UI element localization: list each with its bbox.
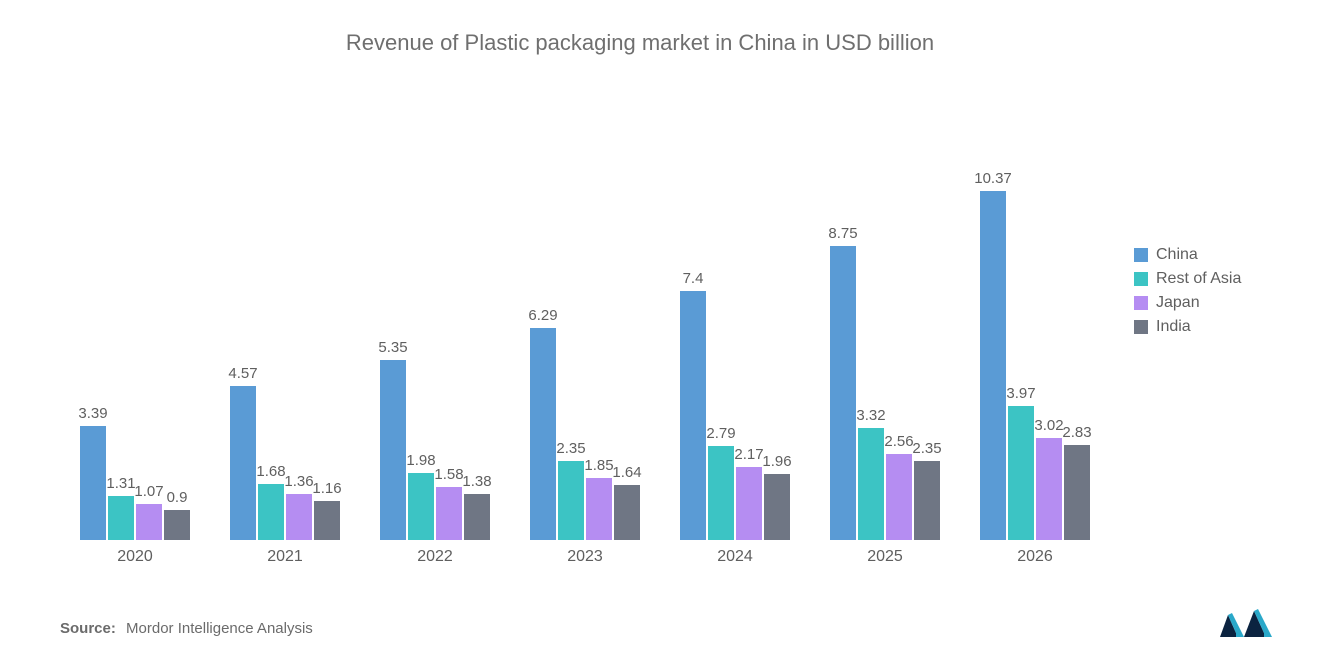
x-axis-category-label: 2020 bbox=[117, 548, 153, 566]
x-axis-category-label: 2025 bbox=[867, 548, 903, 566]
bar-value-label: 8.75 bbox=[828, 225, 857, 246]
bar: 10.37 bbox=[980, 191, 1006, 540]
bar-value-label: 1.36 bbox=[284, 473, 313, 494]
plot-area: 3.391.311.070.920204.571.681.361.1620215… bbox=[60, 96, 1110, 566]
bar: 1.96 bbox=[764, 474, 790, 540]
bar-value-label: 6.29 bbox=[528, 307, 557, 328]
chart-title: Revenue of Plastic packaging market in C… bbox=[0, 30, 1280, 56]
legend: China Rest of Asia Japan India bbox=[1110, 96, 1280, 566]
source-text: Mordor Intelligence Analysis bbox=[126, 620, 313, 637]
bar-value-label: 2.56 bbox=[884, 433, 913, 454]
bar-value-label: 1.58 bbox=[434, 466, 463, 487]
bar: 3.39 bbox=[80, 426, 106, 540]
bar: 2.79 bbox=[708, 446, 734, 540]
bar: 2.17 bbox=[736, 467, 762, 540]
x-axis-category-label: 2021 bbox=[267, 548, 303, 566]
chart-container: Revenue of Plastic packaging market in C… bbox=[0, 0, 1320, 665]
bar: 2.35 bbox=[558, 461, 584, 540]
mordor-intelligence-logo-icon bbox=[1218, 609, 1274, 639]
bar: 2.56 bbox=[886, 454, 912, 540]
bar-value-label: 2.79 bbox=[706, 425, 735, 446]
bar-value-label: 5.35 bbox=[378, 339, 407, 360]
bar-value-label: 1.96 bbox=[762, 453, 791, 474]
bar: 2.35 bbox=[914, 461, 940, 540]
bar-value-label: 0.9 bbox=[167, 489, 188, 510]
bar: 3.02 bbox=[1036, 438, 1062, 540]
x-axis-category-label: 2026 bbox=[1017, 548, 1053, 566]
bar: 1.38 bbox=[464, 494, 490, 540]
bars: 10.373.973.022.83 bbox=[980, 170, 1090, 540]
bar: 1.58 bbox=[436, 487, 462, 540]
legend-item: Rest of Asia bbox=[1134, 270, 1280, 288]
bar: 1.16 bbox=[314, 501, 340, 540]
legend-label: Rest of Asia bbox=[1156, 270, 1241, 288]
bar: 4.57 bbox=[230, 386, 256, 540]
bar-value-label: 2.17 bbox=[734, 446, 763, 467]
year-group: 10.373.973.022.832026 bbox=[960, 170, 1110, 566]
year-group: 3.391.311.070.92020 bbox=[60, 170, 210, 566]
year-group: 8.753.322.562.352025 bbox=[810, 170, 960, 566]
bar: 3.32 bbox=[858, 428, 884, 540]
bar: 1.64 bbox=[614, 485, 640, 540]
bar: 0.9 bbox=[164, 510, 190, 540]
bars: 7.42.792.171.96 bbox=[680, 170, 790, 540]
bar-value-label: 2.35 bbox=[556, 440, 585, 461]
bar-value-label: 1.98 bbox=[406, 452, 435, 473]
bar-value-label: 10.37 bbox=[974, 170, 1012, 191]
bar-value-label: 2.35 bbox=[912, 440, 941, 461]
bar: 5.35 bbox=[380, 360, 406, 540]
bar: 2.83 bbox=[1064, 445, 1090, 540]
year-group: 6.292.351.851.642023 bbox=[510, 170, 660, 566]
bar: 6.29 bbox=[530, 328, 556, 540]
source-label: Source: bbox=[60, 620, 116, 637]
bar-value-label: 1.31 bbox=[106, 475, 135, 496]
bar-value-label: 1.38 bbox=[462, 473, 491, 494]
bar-value-label: 3.02 bbox=[1034, 417, 1063, 438]
bar: 8.75 bbox=[830, 246, 856, 540]
legend-label: Japan bbox=[1156, 294, 1200, 312]
bars: 8.753.322.562.35 bbox=[830, 170, 940, 540]
bar: 7.4 bbox=[680, 291, 706, 540]
x-axis-category-label: 2024 bbox=[717, 548, 753, 566]
legend-item: China bbox=[1134, 246, 1280, 264]
x-axis-category-label: 2023 bbox=[567, 548, 603, 566]
bar-value-label: 7.4 bbox=[683, 270, 704, 291]
bars: 4.571.681.361.16 bbox=[230, 170, 340, 540]
legend-swatch-icon bbox=[1134, 272, 1148, 286]
legend-swatch-icon bbox=[1134, 320, 1148, 334]
bar-value-label: 4.57 bbox=[228, 365, 257, 386]
bar-value-label: 1.64 bbox=[612, 464, 641, 485]
bar-value-label: 3.97 bbox=[1006, 385, 1035, 406]
year-group: 5.351.981.581.382022 bbox=[360, 170, 510, 566]
bar-value-label: 1.07 bbox=[134, 483, 163, 504]
bar: 1.31 bbox=[108, 496, 134, 540]
bar-value-label: 1.85 bbox=[584, 457, 613, 478]
bar: 1.68 bbox=[258, 484, 284, 541]
bar: 1.36 bbox=[286, 494, 312, 540]
legend-label: China bbox=[1156, 246, 1198, 264]
year-group: 7.42.792.171.962024 bbox=[660, 170, 810, 566]
bar-value-label: 1.68 bbox=[256, 463, 285, 484]
bars: 5.351.981.581.38 bbox=[380, 170, 490, 540]
bar: 3.97 bbox=[1008, 406, 1034, 540]
year-group: 4.571.681.361.162021 bbox=[210, 170, 360, 566]
legend-swatch-icon bbox=[1134, 248, 1148, 262]
bar: 1.07 bbox=[136, 504, 162, 540]
bar-value-label: 3.32 bbox=[856, 407, 885, 428]
legend-item: Japan bbox=[1134, 294, 1280, 312]
legend-swatch-icon bbox=[1134, 296, 1148, 310]
bar: 1.85 bbox=[586, 478, 612, 540]
bar: 1.98 bbox=[408, 473, 434, 540]
x-axis-category-label: 2022 bbox=[417, 548, 453, 566]
legend-item: India bbox=[1134, 318, 1280, 336]
bars: 3.391.311.070.9 bbox=[80, 170, 190, 540]
bar-value-label: 1.16 bbox=[312, 480, 341, 501]
source-line: Source: Mordor Intelligence Analysis bbox=[60, 620, 313, 637]
legend-label: India bbox=[1156, 318, 1191, 336]
bar-value-label: 3.39 bbox=[78, 405, 107, 426]
plot-row: 3.391.311.070.920204.571.681.361.1620215… bbox=[60, 96, 1280, 566]
bars: 6.292.351.851.64 bbox=[530, 170, 640, 540]
bar-value-label: 2.83 bbox=[1062, 424, 1091, 445]
